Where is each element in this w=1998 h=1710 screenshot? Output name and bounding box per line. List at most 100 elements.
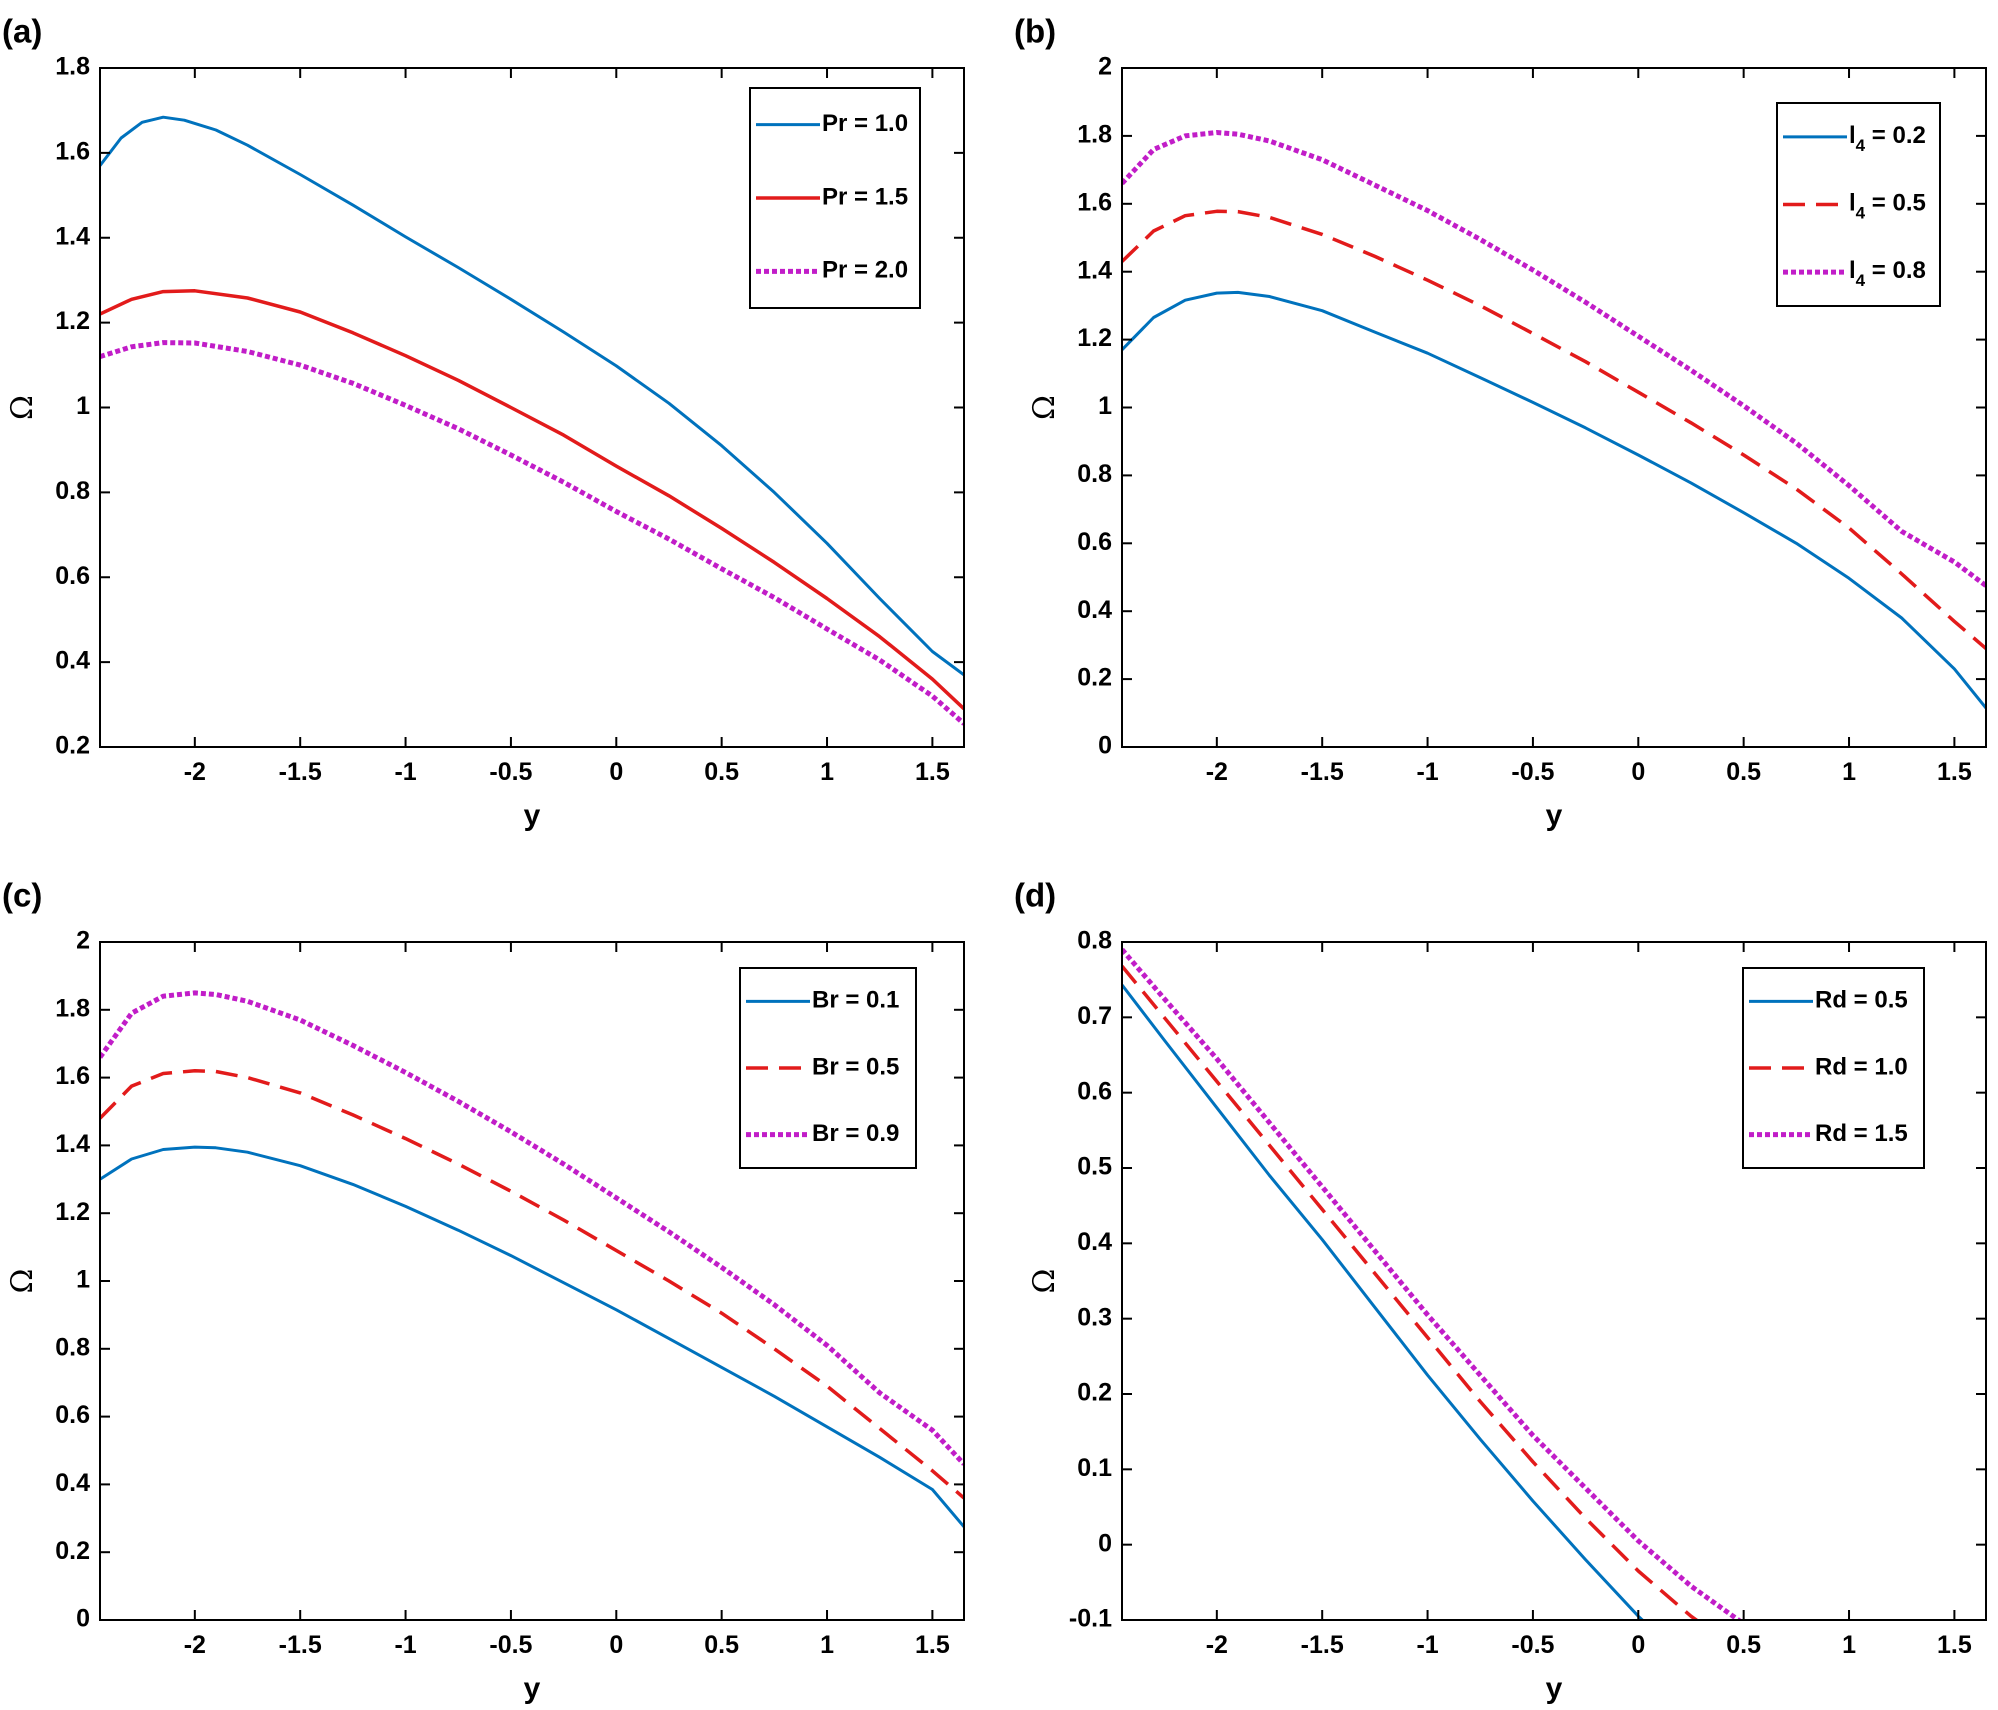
- y-tick-label: 0.8: [55, 1333, 90, 1361]
- y-tick-label: 0.8: [1077, 460, 1112, 488]
- legend: Pr = 1.0 Pr = 1.5 Pr = 2.0: [749, 87, 921, 309]
- y-tick-label: 0.6: [1077, 1077, 1112, 1105]
- x-tick-label: -0.5: [489, 758, 532, 786]
- x-tick-label: -2: [184, 758, 206, 786]
- y-tick-label: 1: [76, 1266, 90, 1294]
- y-tick-label: 0.2: [1077, 1379, 1112, 1407]
- x-tick-label: 1: [1842, 758, 1856, 786]
- y-tick-label: 0.6: [55, 1401, 90, 1429]
- y-axis-label: Ω: [5, 1269, 40, 1294]
- y-tick-label: 0.8: [1077, 927, 1112, 955]
- x-tick-label: -2: [1206, 758, 1228, 786]
- y-tick-label: 1: [1098, 392, 1112, 420]
- legend: Br = 0.1 Br = 0.5 Br = 0.9: [739, 967, 917, 1169]
- y-tick-label: 0.6: [1077, 528, 1112, 556]
- chart-panel-3: (c) -2 -1.5 -1 -0.5 0 0.5 1 1.5 0 0.2 0.4 0.6 0.8 1 1.2…: [2, 877, 965, 1705]
- x-tick-label: 0.5: [1726, 1631, 1761, 1659]
- y-tick-label: -0.1: [1069, 1605, 1112, 1633]
- series-line-blue: [1122, 983, 1645, 1620]
- x-tick-label: 1: [820, 1631, 834, 1659]
- y-tick-label: 0.6: [55, 562, 90, 590]
- x-tick-label: 0.5: [704, 758, 739, 786]
- y-tick-label: 0.5: [1077, 1153, 1112, 1181]
- panel-label: (a): [2, 13, 42, 50]
- x-axis-label: y: [1546, 1672, 1563, 1705]
- series-line-red: [100, 289, 964, 711]
- y-tick-label: 0.4: [55, 647, 90, 675]
- y-axis-label: Ω: [1027, 1269, 1062, 1294]
- x-tick-label: -1.5: [1301, 758, 1344, 786]
- y-tick-label: 0: [76, 1605, 90, 1633]
- y-tick-label: 1.2: [1077, 324, 1112, 352]
- legend-label: Br = 0.9: [812, 1120, 899, 1147]
- y-tick-label: 0.2: [1077, 664, 1112, 692]
- x-tick-label: -2: [184, 1631, 206, 1659]
- y-tick-label: 0.7: [1077, 1002, 1112, 1030]
- legend-label: Br = 0.5: [812, 1053, 899, 1080]
- x-tick-label: -1.5: [1301, 1631, 1344, 1659]
- x-tick-label: 0: [1631, 758, 1645, 786]
- y-tick-label: 1.8: [55, 994, 90, 1022]
- x-tick-label: 1: [820, 758, 834, 786]
- x-tick-label: -1: [1416, 1631, 1438, 1659]
- x-tick-label: -0.5: [1511, 758, 1554, 786]
- y-tick-label: 1.4: [55, 1130, 90, 1158]
- legend-label: l4 = 0.2: [1849, 122, 1926, 155]
- y-tick-label: 2: [1098, 53, 1112, 81]
- chart-panel-2: (b) -2 -1.5 -1 -0.5 0 0.5 1 1.5 0 0.2 0.4 0.6 0.8 1 1.2…: [1014, 13, 1987, 832]
- x-axis-label: y: [524, 799, 541, 832]
- x-tick-label: -1: [394, 1631, 416, 1659]
- y-tick-label: 0: [1098, 1529, 1112, 1557]
- x-tick-label: -0.5: [489, 1631, 532, 1659]
- legend-label: Rd = 1.5: [1815, 1120, 1908, 1147]
- series-line-magenta: [100, 340, 964, 726]
- y-tick-label: 1.6: [55, 1062, 90, 1090]
- x-tick-label: 1.5: [1937, 758, 1972, 786]
- y-tick-label: 1.8: [55, 53, 90, 81]
- series-line-red: [1122, 209, 1986, 650]
- panel-label: (c): [2, 877, 42, 914]
- y-tick-label: 0.2: [55, 1537, 90, 1565]
- legend-label: Rd = 1.0: [1815, 1053, 1908, 1080]
- x-tick-label: 0.5: [1726, 758, 1761, 786]
- chart-panel-1: (a) -2 -1.5 -1 -0.5 0 0.5 1 1.5 0.2 0.4 0.6 0.8 1 1.2 1…: [2, 13, 965, 832]
- y-tick-label: 1.4: [1077, 256, 1112, 284]
- y-tick-label: 1.8: [1077, 121, 1112, 149]
- axes-box: [1121, 941, 1987, 1621]
- y-tick-label: 0.4: [55, 1469, 90, 1497]
- y-tick-label: 1.6: [55, 137, 90, 165]
- legend-label: Pr = 2.0: [822, 257, 908, 284]
- panel-label: (d): [1014, 877, 1056, 914]
- legend-label: l4 = 0.5: [1849, 190, 1926, 223]
- legend-label: l4 = 0.8: [1849, 258, 1926, 291]
- x-axis-label: y: [524, 1672, 541, 1705]
- legend-label: Pr = 1.0: [822, 110, 908, 137]
- series-line-red: [100, 1069, 964, 1500]
- x-tick-label: 0: [609, 1631, 623, 1659]
- x-tick-label: 1: [1842, 1631, 1856, 1659]
- series-line-magenta: [100, 990, 964, 1466]
- x-tick-label: -1: [1416, 758, 1438, 786]
- legend: Rd = 0.5 Rd = 1.0 Rd = 1.5: [1742, 967, 1925, 1169]
- x-tick-label: 0: [609, 758, 623, 786]
- y-tick-label: 0.8: [55, 477, 90, 505]
- legend-box: [739, 967, 917, 1169]
- x-tick-label: 1.5: [1937, 1631, 1972, 1659]
- x-tick-label: -1.5: [279, 758, 322, 786]
- x-tick-label: -1.5: [279, 1631, 322, 1659]
- series-line-blue: [100, 115, 964, 677]
- series-line-blue: [100, 1145, 964, 1528]
- x-tick-label: 1.5: [915, 1631, 950, 1659]
- panel-label: (b): [1014, 13, 1056, 50]
- legend-label: Br = 0.1: [812, 987, 899, 1014]
- series-line-blue: [1122, 290, 1986, 709]
- x-tick-label: -1: [394, 758, 416, 786]
- y-tick-label: 0.4: [1077, 596, 1112, 624]
- x-tick-label: 0: [1631, 1631, 1645, 1659]
- series-line-magenta: [1122, 947, 1743, 1620]
- y-tick-label: 1.4: [55, 222, 90, 250]
- series-line-magenta: [1122, 130, 1986, 588]
- x-tick-label: -2: [1206, 1631, 1228, 1659]
- y-tick-label: 2: [76, 927, 90, 955]
- y-axis-label: Ω: [5, 395, 40, 420]
